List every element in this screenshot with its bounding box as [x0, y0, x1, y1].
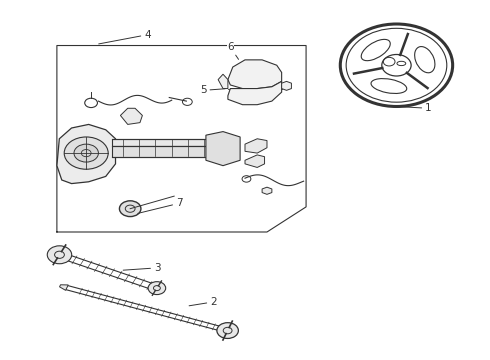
Text: 4: 4	[98, 30, 150, 44]
Text: 2: 2	[189, 297, 217, 307]
Polygon shape	[228, 60, 282, 89]
Text: 7: 7	[138, 198, 182, 213]
Circle shape	[217, 323, 238, 338]
Circle shape	[340, 24, 453, 107]
Circle shape	[64, 137, 108, 169]
Circle shape	[47, 246, 72, 264]
Polygon shape	[57, 125, 116, 184]
Polygon shape	[262, 187, 272, 194]
Text: 6: 6	[227, 42, 239, 59]
Polygon shape	[218, 74, 228, 89]
Polygon shape	[228, 81, 282, 105]
Text: 3: 3	[123, 263, 160, 273]
Text: 1: 1	[399, 103, 432, 113]
Polygon shape	[60, 285, 68, 290]
Polygon shape	[206, 132, 240, 166]
Circle shape	[148, 282, 166, 294]
Polygon shape	[121, 108, 143, 125]
Polygon shape	[282, 81, 292, 90]
Circle shape	[120, 201, 141, 217]
Polygon shape	[112, 146, 235, 157]
Polygon shape	[112, 139, 235, 146]
Polygon shape	[245, 139, 267, 153]
Polygon shape	[245, 155, 265, 167]
Circle shape	[74, 144, 98, 162]
Text: 5: 5	[200, 85, 225, 95]
